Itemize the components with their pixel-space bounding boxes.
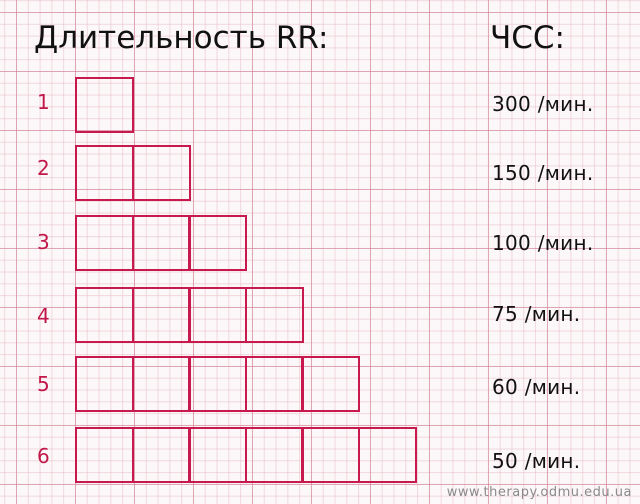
large-square [75, 427, 134, 483]
large-square [75, 77, 134, 133]
large-square [188, 427, 247, 483]
large-square [357, 427, 417, 483]
large-square [188, 356, 247, 412]
heart-rate-value-3: 100 /мин. [492, 231, 594, 255]
heart-rate-value-1: 300 /мин. [492, 92, 594, 116]
large-square [75, 356, 134, 412]
rr-interval-row-2 [75, 145, 191, 201]
rr-interval-row-3 [75, 215, 247, 271]
large-square [244, 427, 304, 483]
large-square [131, 356, 191, 412]
rr-interval-row-4 [75, 287, 304, 343]
row-number-2: 2 [37, 156, 50, 180]
heart-rate-value-5: 60 /мин. [492, 375, 581, 399]
row-number-6: 6 [37, 444, 50, 468]
large-square [301, 427, 360, 483]
large-square [131, 215, 191, 271]
row-number-4: 4 [37, 304, 50, 328]
large-square [75, 145, 134, 201]
large-square [244, 356, 304, 412]
row-number-5: 5 [37, 372, 50, 396]
rr-interval-row-1 [75, 77, 134, 133]
rr-interval-row-6 [75, 427, 417, 483]
large-square [75, 215, 134, 271]
large-square [131, 427, 191, 483]
large-square [188, 287, 247, 343]
large-square [244, 287, 304, 343]
heart-rate-value-2: 150 /мин. [492, 161, 594, 185]
large-square [301, 356, 360, 412]
heart-rate-value-6: 50 /мин. [492, 449, 581, 473]
rr-interval-row-5 [75, 356, 360, 412]
large-square [131, 287, 191, 343]
rr-duration-title: Длительность RR: [34, 20, 329, 56]
heart-rate-title: ЧСС: [490, 20, 565, 56]
large-square [75, 287, 134, 343]
large-square [188, 215, 247, 271]
large-square [131, 145, 191, 201]
row-number-1: 1 [37, 90, 50, 114]
row-number-3: 3 [37, 230, 50, 254]
heart-rate-value-4: 75 /мин. [492, 302, 581, 326]
site-credit: www.therapy.odmu.edu.ua [446, 485, 632, 500]
